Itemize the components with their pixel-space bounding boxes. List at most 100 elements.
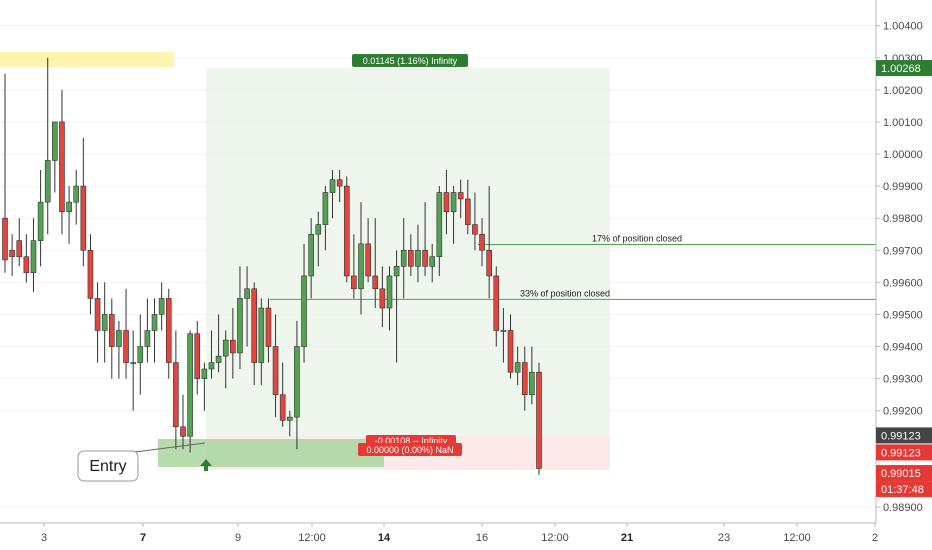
candle-body — [472, 224, 478, 235]
candle[interactable] — [457, 179, 464, 219]
candle[interactable] — [408, 234, 414, 276]
candle-body — [529, 371, 535, 395]
candle-body — [329, 179, 336, 193]
candle[interactable] — [16, 218, 23, 267]
stop-badge-text: 0.00000 (0.00%) NaN — [366, 445, 453, 455]
candle[interactable] — [230, 308, 236, 379]
partial-close-label-33: 33% of position closed — [520, 288, 610, 298]
price-tick-label: 0.99400 — [883, 342, 923, 354]
candle[interactable] — [443, 170, 450, 235]
candle[interactable] — [422, 202, 428, 276]
candle[interactable] — [173, 330, 179, 450]
candle[interactable] — [279, 362, 286, 427]
candle[interactable] — [123, 288, 129, 379]
candle[interactable] — [87, 234, 94, 315]
stop-price-tag — [876, 465, 932, 482]
candle[interactable] — [358, 202, 364, 315]
candle[interactable] — [450, 186, 457, 244]
candle[interactable] — [372, 218, 379, 309]
candle[interactable] — [315, 211, 322, 267]
candle[interactable] — [294, 320, 300, 450]
price-tick-label: 1.00400 — [883, 21, 923, 33]
price-tick-label: 0.99300 — [883, 374, 923, 386]
candle[interactable] — [393, 250, 400, 363]
candle[interactable] — [258, 298, 265, 386]
candle[interactable] — [59, 89, 65, 235]
countdown-tag-text: 01:37:48 — [881, 484, 924, 496]
candle[interactable] — [2, 73, 8, 273]
candle[interactable] — [308, 218, 314, 299]
candle[interactable] — [365, 218, 371, 283]
candle[interactable] — [101, 282, 108, 363]
candle[interactable] — [94, 282, 101, 363]
candle[interactable] — [351, 234, 357, 299]
candle[interactable] — [507, 314, 514, 379]
candle[interactable] — [144, 298, 151, 363]
candle[interactable] — [429, 243, 436, 283]
candle[interactable] — [109, 298, 115, 379]
candle[interactable] — [521, 346, 528, 411]
time-tick-label: 9 — [235, 532, 241, 544]
candle[interactable] — [37, 170, 44, 267]
candle[interactable] — [386, 266, 393, 331]
price-tick-label: 0.98900 — [883, 502, 923, 514]
time-tick-label: 21 — [621, 532, 633, 544]
candle[interactable] — [415, 224, 421, 283]
candle[interactable] — [151, 298, 158, 363]
candle[interactable] — [301, 243, 307, 363]
candle[interactable] — [130, 330, 136, 411]
candle[interactable] — [165, 288, 172, 379]
candle-body — [44, 160, 51, 203]
candle[interactable] — [30, 218, 37, 292]
candle[interactable] — [464, 179, 471, 235]
candle[interactable] — [379, 266, 386, 328]
candle[interactable] — [137, 314, 144, 395]
candle[interactable] — [222, 330, 229, 389]
candle[interactable] — [44, 57, 51, 235]
candle[interactable] — [536, 362, 542, 475]
candle[interactable] — [116, 320, 122, 379]
candle[interactable] — [66, 186, 72, 244]
candle[interactable] — [286, 410, 293, 437]
candle[interactable] — [486, 186, 492, 299]
candle[interactable] — [187, 330, 193, 453]
entry-callout[interactable] — [77, 450, 139, 482]
candle[interactable] — [493, 266, 500, 347]
candle[interactable] — [208, 330, 215, 379]
stop-price-tag-text: 0.99015 — [881, 468, 921, 480]
candle[interactable] — [80, 137, 87, 267]
candle[interactable] — [52, 121, 58, 193]
candle-body — [443, 192, 450, 213]
candle-body — [351, 275, 357, 290]
candle[interactable] — [322, 186, 329, 251]
candle[interactable] — [514, 346, 521, 386]
candle[interactable] — [400, 218, 407, 299]
candle[interactable] — [265, 298, 272, 363]
candle[interactable] — [158, 282, 165, 331]
candle[interactable] — [180, 394, 186, 450]
candle-body — [66, 201, 72, 213]
candle[interactable] — [529, 346, 535, 405]
candle[interactable] — [237, 266, 243, 369]
candle-body — [123, 330, 129, 363]
candle[interactable] — [500, 308, 507, 363]
candle[interactable] — [9, 234, 15, 276]
candle[interactable] — [215, 314, 222, 373]
candle[interactable] — [272, 314, 279, 418]
candle[interactable] — [194, 320, 201, 395]
candle[interactable] — [201, 362, 208, 411]
candle[interactable] — [343, 176, 350, 283]
candle-body — [52, 121, 58, 161]
candle[interactable] — [23, 234, 30, 283]
candle[interactable] — [251, 282, 257, 386]
candle[interactable] — [472, 192, 478, 251]
candle[interactable] — [329, 170, 336, 219]
candle[interactable] — [244, 266, 250, 347]
target-price-tag — [876, 60, 932, 77]
candle[interactable] — [479, 218, 485, 267]
candle[interactable] — [436, 186, 443, 276]
candle[interactable] — [336, 170, 343, 203]
candle[interactable] — [73, 170, 79, 225]
